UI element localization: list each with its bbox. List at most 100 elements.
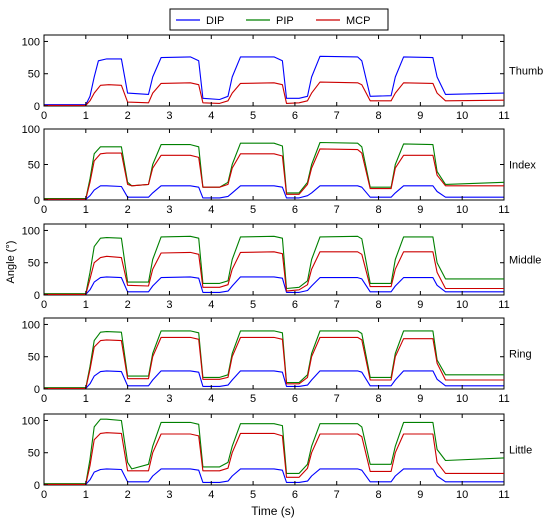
- x-tick-label: 6: [292, 393, 298, 405]
- finger-label-little: Little: [509, 445, 532, 457]
- x-tick-label: 4: [208, 489, 214, 501]
- x-tick-label: 4: [208, 204, 214, 216]
- y-tick-label: 0: [34, 384, 40, 396]
- x-tick-label: 7: [334, 489, 340, 501]
- x-tick-label: 4: [208, 299, 214, 311]
- panel-middle: 0 1 2 3 4 5 6 7 8 9 10 11 0 50 100 Middle: [22, 223, 541, 311]
- plot-area-frame: [43, 317, 505, 390]
- y-tick-label: 50: [28, 448, 40, 460]
- x-tick-label: 1: [83, 489, 89, 501]
- x-tick-label: 2: [125, 299, 131, 311]
- x-tick-label: 3: [166, 299, 172, 311]
- x-tick-label: 8: [375, 204, 381, 216]
- x-tick-label: 9: [417, 204, 423, 216]
- y-tick-label: 50: [28, 352, 40, 364]
- series-line-pip: [44, 418, 505, 485]
- x-tick-label: 0: [41, 489, 47, 501]
- x-tick-label: 1: [83, 393, 89, 405]
- y-tick-label: 50: [28, 69, 40, 81]
- x-tick-label: 3: [166, 110, 172, 122]
- x-tick-label: 1: [83, 110, 89, 122]
- x-tick-label: 2: [125, 204, 131, 216]
- x-tick-label: 6: [292, 299, 298, 311]
- panel-little: 0 1 2 3 4 5 6 7 8 9 10 11 0 50 100 Little: [22, 413, 532, 501]
- x-tick-label: 1: [83, 299, 89, 311]
- x-tick-label: 0: [41, 110, 47, 122]
- x-tick-label: 2: [125, 393, 131, 405]
- x-tick-label: 5: [250, 489, 256, 501]
- x-tick-label: 10: [456, 110, 468, 122]
- y-tick-label: 100: [22, 319, 40, 331]
- x-tick-label: 10: [456, 489, 468, 501]
- legend-label-pip: PIP: [276, 15, 294, 27]
- finger-label-middle: Middle: [509, 255, 541, 267]
- plot-area-frame: [43, 413, 505, 486]
- x-tick-label: 1: [83, 204, 89, 216]
- x-tick-label: 3: [166, 204, 172, 216]
- x-tick-label: 11: [498, 110, 509, 122]
- x-tick-label: 5: [250, 299, 256, 311]
- legend-label-mcp: MCP: [346, 15, 370, 27]
- x-tick-label: 6: [292, 204, 298, 216]
- y-tick-label: 100: [22, 36, 40, 48]
- panel-ring: 0 1 2 3 4 5 6 7 8 9 10 11 0 50 100 Ring: [22, 317, 532, 405]
- x-tick-label: 11: [498, 393, 509, 405]
- series-line-mcp: [44, 432, 504, 485]
- series-line-mcp: [44, 148, 504, 200]
- legend: DIP PIP MCP: [169, 8, 389, 31]
- x-tick-label: 0: [41, 393, 47, 405]
- series-line-dip: [44, 468, 504, 485]
- x-tick-label: 10: [456, 393, 468, 405]
- x-tick-label: 10: [456, 299, 468, 311]
- x-tick-label: 11: [498, 489, 509, 501]
- y-tick-label: 100: [22, 225, 40, 237]
- plot-area-frame: [43, 34, 505, 107]
- x-tick-label: 0: [41, 299, 47, 311]
- x-tick-label: 8: [375, 299, 381, 311]
- x-tick-label: 9: [417, 393, 423, 405]
- x-tick-label: 6: [292, 489, 298, 501]
- series-line-pip: [44, 235, 504, 295]
- x-tick-label: 9: [417, 299, 423, 311]
- y-tick-label: 50: [28, 160, 40, 172]
- x-tick-label: 8: [375, 110, 381, 122]
- x-tick-label: 9: [417, 110, 423, 122]
- x-tick-label: 5: [250, 110, 256, 122]
- x-axis-label: Time (s): [251, 504, 295, 518]
- x-tick-label: 10: [456, 204, 468, 216]
- x-tick-label: 7: [334, 110, 340, 122]
- legend-label-dip: DIP: [206, 15, 224, 27]
- series-line-mcp: [44, 251, 504, 295]
- x-tick-label: 11: [498, 204, 509, 216]
- series-line-dip: [44, 55, 505, 106]
- x-tick-label: 8: [375, 393, 381, 405]
- y-tick-label: 0: [34, 290, 40, 302]
- x-tick-label: 0: [41, 204, 47, 216]
- x-tick-label: 7: [334, 393, 340, 405]
- x-tick-label: 2: [125, 489, 131, 501]
- panel-index: 0 1 2 3 4 5 6 7 8 9 10 11 0 50 100 Index: [22, 124, 537, 216]
- finger-label-ring: Ring: [509, 349, 532, 361]
- finger-label-thumb: Thumb: [509, 66, 543, 78]
- y-tick-label: 100: [22, 124, 40, 136]
- y-tick-label: 0: [34, 101, 40, 113]
- y-axis-label: Angle (°): [5, 241, 17, 284]
- x-tick-label: 5: [250, 393, 256, 405]
- series-line-dip: [44, 185, 504, 200]
- x-tick-label: 4: [208, 393, 214, 405]
- series-line-mcp: [44, 81, 505, 106]
- x-tick-label: 3: [166, 489, 172, 501]
- y-tick-label: 50: [28, 258, 40, 270]
- x-tick-label: 7: [334, 299, 340, 311]
- finger-label-index: Index: [509, 160, 536, 172]
- x-tick-label: 2: [125, 110, 131, 122]
- panel-thumb: 0 1 2 3 4 5 6 7 8 9 10 11 0 50 100 Thumb: [22, 34, 543, 122]
- y-tick-label: 0: [34, 480, 40, 492]
- series-line-mcp: [44, 336, 504, 389]
- x-tick-label: 4: [208, 110, 214, 122]
- x-tick-label: 8: [375, 489, 381, 501]
- x-tick-label: 5: [250, 204, 256, 216]
- plot-area-frame: [43, 128, 505, 201]
